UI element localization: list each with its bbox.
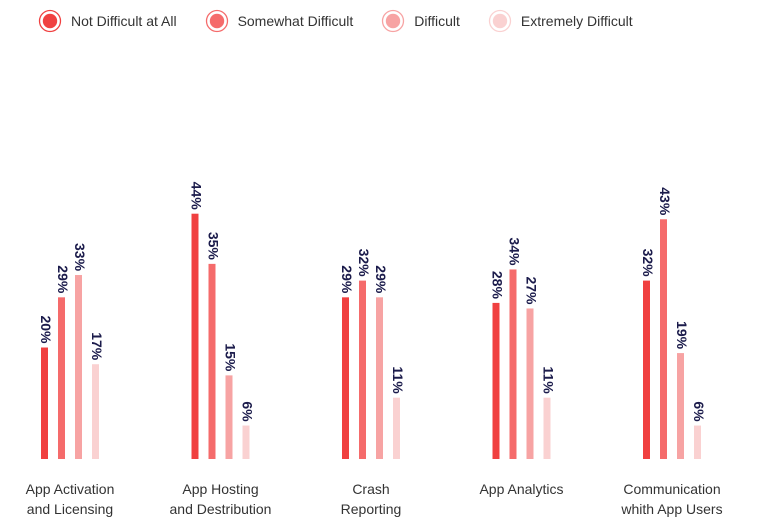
- category-label: App Analytics: [479, 481, 563, 497]
- bar: [58, 297, 65, 459]
- bar-value-label: 33%: [72, 243, 88, 272]
- bar: [492, 302, 500, 459]
- category-label: App Activation and Licensing: [26, 481, 115, 517]
- bar: [359, 280, 366, 459]
- bar-value-label: 35%: [205, 232, 221, 261]
- bar: [191, 213, 199, 459]
- bar-value-label: 34%: [506, 237, 522, 266]
- legend-swatch-icon: [488, 9, 512, 33]
- legend-label: Not Difficult at All: [71, 13, 177, 29]
- bar-value-label: 44%: [188, 182, 204, 211]
- bar: [225, 375, 233, 459]
- bar-value-label: 19%: [674, 321, 690, 350]
- bar: [526, 308, 534, 459]
- category-label: Crash Reporting: [341, 481, 402, 517]
- bar: [41, 347, 48, 459]
- bar: [643, 280, 650, 459]
- bar-value-label: 32%: [356, 249, 372, 278]
- legend-swatch-icon: [382, 9, 405, 33]
- legend-item: Extremely Difficult: [488, 9, 633, 33]
- bar-value-label: 11%: [540, 366, 556, 394]
- bar-value-label: 15%: [222, 343, 238, 372]
- bar-value-label: 6%: [239, 401, 255, 422]
- bar-value-label: 32%: [640, 249, 656, 278]
- category-label: App Hosting and Destribution: [170, 481, 272, 517]
- bar: [208, 263, 216, 459]
- legend-item: Somewhat Difficult: [205, 9, 354, 33]
- bar-value-label: 29%: [339, 265, 355, 294]
- bar-value-label: 11%: [390, 366, 406, 394]
- legend-item: Not Difficult at All: [38, 9, 177, 33]
- bar: [660, 219, 667, 459]
- bar: [92, 364, 99, 459]
- bar-value-label: 28%: [489, 271, 505, 300]
- legend-label: Difficult: [414, 13, 460, 29]
- bar: [677, 353, 684, 459]
- legend-item: Difficult: [381, 9, 460, 33]
- bar: [393, 397, 400, 459]
- bar: [694, 425, 701, 459]
- bar-value-label: 43%: [657, 187, 673, 216]
- bar: [242, 425, 250, 459]
- bar-value-label: 29%: [373, 265, 389, 294]
- bar-value-label: 27%: [523, 276, 539, 305]
- bar: [342, 297, 349, 459]
- bar: [376, 297, 383, 459]
- bar-value-label: 29%: [55, 265, 71, 294]
- bar-value-label: 6%: [691, 401, 707, 422]
- chart-legend: Not Difficult at All Somewhat Difficult Di…: [38, 9, 661, 33]
- bar: [75, 275, 82, 459]
- bar-value-label: 20%: [38, 315, 54, 344]
- bar: [509, 269, 517, 459]
- bar: [543, 397, 551, 459]
- legend-swatch-icon: [205, 9, 228, 33]
- legend-label: Somewhat Difficult: [237, 13, 354, 29]
- legend-label: Extremely Difficult: [520, 13, 633, 29]
- bar-value-label: 17%: [89, 332, 105, 361]
- category-label: Communication whith App Users: [620, 481, 722, 517]
- legend-swatch-icon: [38, 9, 62, 33]
